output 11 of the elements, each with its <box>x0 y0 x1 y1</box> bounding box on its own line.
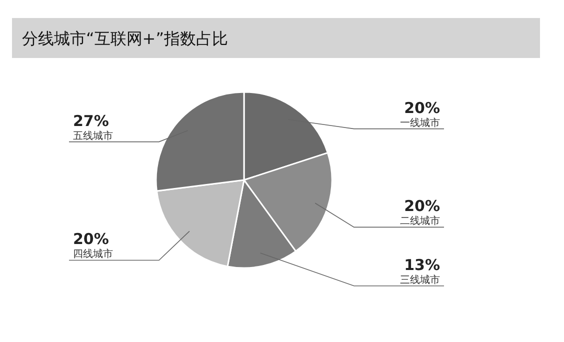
slice-label: 四线城市 <box>73 248 113 260</box>
slice-label: 三线城市 <box>400 274 440 286</box>
chart-title: 分线城市“互联网+”指数占比 <box>22 29 228 48</box>
slice-label: 五线城市 <box>73 130 113 142</box>
data-label: 20% <box>404 197 440 216</box>
slice-label: 二线城市 <box>400 215 440 228</box>
data-label: 27% <box>73 112 109 130</box>
data-label: 20% <box>73 230 109 248</box>
data-label: 20% <box>404 98 440 117</box>
data-label: 13% <box>404 256 440 274</box>
slice-label: 一线城市 <box>400 116 440 129</box>
